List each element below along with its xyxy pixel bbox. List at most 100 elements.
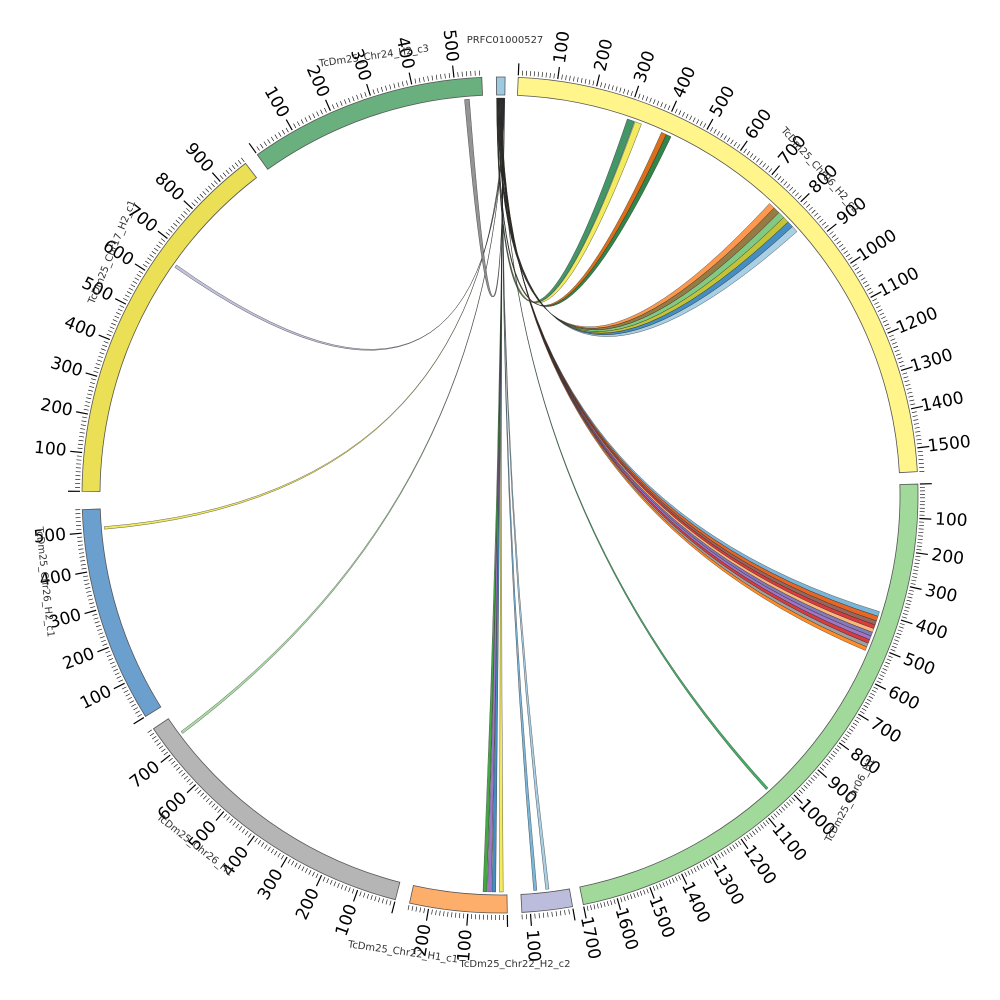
- minor-tick: [111, 665, 117, 668]
- segment-arc-tcdm25-chr06-h1: [579, 483, 919, 906]
- minor-tick: [913, 569, 919, 572]
- minor-tick: [126, 291, 132, 295]
- minor-tick: [899, 364, 905, 367]
- minor-tick: [175, 219, 180, 224]
- minor-tick: [305, 868, 308, 873]
- minor-tick: [862, 280, 868, 284]
- segment-label-prfc01000527: PRFC01000527: [467, 35, 544, 46]
- minor-tick: [280, 854, 284, 860]
- minor-tick: [699, 121, 703, 126]
- minor-tick: [222, 172, 227, 177]
- link-tcdm25-chr06-h1-510: [501, 97, 868, 651]
- minor-tick: [160, 238, 166, 242]
- minor-tick: [304, 117, 308, 122]
- minor-tick: [81, 420, 87, 422]
- minor-tick: [298, 864, 301, 870]
- minor-tick: [653, 99, 656, 105]
- tick-label: 500: [900, 649, 938, 680]
- segment-arc-tcdm25-chr17-h2-c1: [81, 162, 258, 492]
- minor-tick: [689, 115, 693, 121]
- minor-tick: [810, 777, 815, 782]
- minor-tick: [909, 589, 915, 592]
- minor-tick: [708, 859, 712, 864]
- minor-tick: [241, 157, 245, 162]
- minor-tick: [573, 76, 575, 82]
- major-tick: [85, 372, 98, 377]
- minor-tick: [112, 319, 118, 322]
- tick-label: 1200: [893, 303, 941, 338]
- minor-tick: [228, 167, 233, 172]
- link-tcdm25-chr06-h2-c2-762: [497, 97, 780, 331]
- minor-tick: [684, 872, 688, 877]
- major-tick: [915, 552, 928, 556]
- minor-tick: [735, 842, 739, 848]
- minor-tick: [826, 758, 831, 763]
- minor-tick: [806, 203, 811, 208]
- minor-tick: [896, 632, 902, 636]
- minor-tick: [877, 309, 883, 312]
- minor-tick: [660, 102, 663, 108]
- minor-tick: [229, 818, 234, 824]
- minor-tick: [106, 654, 112, 657]
- tick-label: 700: [867, 714, 905, 748]
- minor-tick: [879, 312, 885, 316]
- minor-tick: [116, 676, 122, 679]
- minor-tick: [917, 451, 923, 453]
- minor-tick: [899, 623, 905, 626]
- minor-tick: [84, 583, 90, 585]
- minor-tick: [165, 232, 171, 236]
- minor-tick: [80, 564, 86, 566]
- minor-tick: [749, 832, 753, 838]
- segment-arc-tcdm25-chr24-h2-c3: [256, 76, 483, 170]
- minor-tick: [639, 890, 643, 896]
- minor-tick: [652, 885, 656, 891]
- minor-tick: [846, 731, 852, 735]
- minor-tick: [890, 338, 896, 341]
- major-tick: [211, 172, 221, 183]
- tick-label: 100: [550, 30, 574, 65]
- minor-tick: [685, 113, 689, 119]
- minor-tick: [114, 315, 120, 319]
- segments-layer: [81, 76, 919, 914]
- minor-tick: [863, 704, 869, 708]
- minor-tick: [78, 552, 85, 554]
- minor-tick: [154, 739, 159, 743]
- major-tick: [113, 682, 125, 690]
- minor-tick: [665, 880, 669, 886]
- minor-tick: [351, 888, 355, 894]
- minor-tick: [915, 431, 921, 433]
- minor-tick: [378, 897, 381, 903]
- minor-tick: [879, 674, 885, 678]
- minor-tick: [854, 267, 860, 271]
- major-tick: [793, 794, 803, 804]
- minor-tick: [244, 830, 249, 836]
- minor-tick: [703, 123, 707, 128]
- minor-tick: [692, 117, 696, 123]
- minor-tick: [723, 135, 727, 140]
- minor-tick: [886, 658, 892, 662]
- minor-tick: [868, 291, 874, 295]
- minor-tick: [671, 877, 675, 883]
- minor-tick: [836, 240, 841, 245]
- minor-tick: [545, 72, 547, 78]
- minor-tick: [183, 775, 188, 780]
- major-tick: [517, 63, 520, 76]
- minor-tick: [841, 739, 846, 744]
- minor-tick: [913, 566, 919, 568]
- major-tick: [557, 67, 560, 80]
- minor-tick: [90, 606, 96, 609]
- minor-tick: [911, 579, 917, 582]
- minor-tick: [100, 348, 106, 351]
- minor-tick: [897, 357, 903, 360]
- minor-tick: [882, 320, 888, 323]
- minor-tick: [729, 846, 733, 852]
- minor-tick: [381, 898, 384, 904]
- minor-tick: [845, 253, 851, 258]
- minor-tick: [542, 912, 545, 918]
- major-tick: [75, 411, 88, 415]
- major-tick: [183, 200, 193, 210]
- minor-tick: [603, 901, 606, 907]
- minor-tick: [135, 710, 140, 714]
- major-tick: [280, 856, 288, 868]
- minor-tick: [828, 756, 833, 760]
